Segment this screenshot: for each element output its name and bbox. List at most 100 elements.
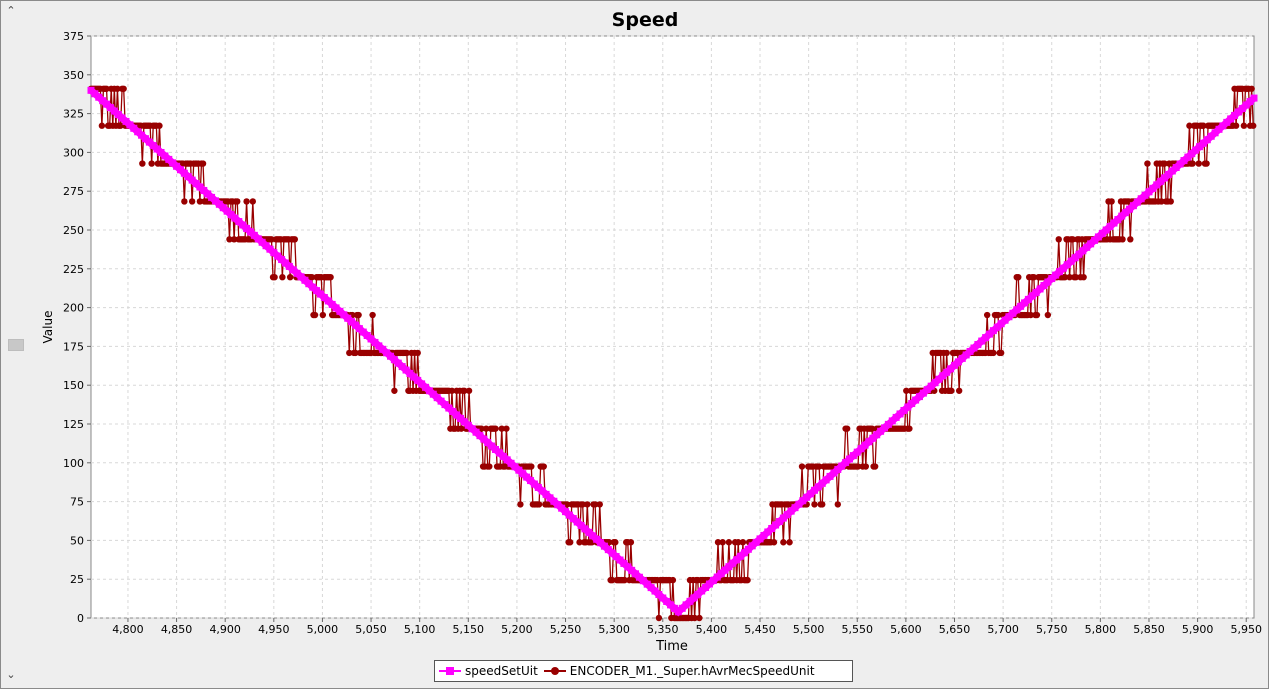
speed-set-point	[880, 424, 888, 432]
speed-set-point	[550, 497, 558, 505]
speed-set-point	[484, 439, 492, 447]
speed-set-point	[316, 290, 324, 298]
speed-set-point	[355, 325, 363, 333]
scrollbar-thumb[interactable]	[8, 339, 24, 351]
speed-set-point	[608, 549, 616, 557]
speed-set-point	[554, 501, 562, 509]
speed-set-point	[974, 341, 982, 349]
speed-set-point	[1203, 136, 1211, 144]
speed-set-point	[900, 406, 908, 414]
encoder-point	[243, 198, 250, 205]
speed-set-point	[359, 328, 367, 336]
encoder-point	[990, 349, 997, 357]
speed-set-point	[1141, 191, 1149, 199]
speed-set-point	[678, 604, 686, 612]
speed-set-point	[1122, 209, 1130, 217]
speed-set-point	[464, 421, 472, 429]
speed-set-point	[530, 480, 538, 488]
encoder-point	[621, 576, 628, 584]
speed-set-point	[803, 493, 811, 501]
speed-set-point	[838, 462, 846, 470]
x-tick-label: 5,450	[744, 623, 776, 636]
encoder-point	[1080, 273, 1087, 281]
encoder-point	[498, 425, 505, 432]
encoder-point	[1030, 273, 1038, 281]
speed-set-point	[915, 393, 923, 401]
speed-set-point	[542, 490, 550, 498]
speed-set-point	[857, 445, 865, 453]
encoder-point	[355, 311, 362, 319]
speed-set-point	[877, 427, 885, 435]
speed-set-point	[180, 169, 188, 177]
legend-item-speedsetuit: speedSetUit	[439, 664, 538, 678]
speed-set-point	[1192, 146, 1200, 154]
x-tick-label: 5,600	[890, 623, 922, 636]
speed-set-point	[986, 330, 994, 338]
speed-set-point	[169, 159, 177, 167]
speed-set-point	[476, 432, 484, 440]
speed-set-point	[873, 431, 881, 439]
speed-set-point	[577, 521, 585, 529]
speed-set-point	[87, 86, 95, 94]
speed-set-point	[1184, 153, 1192, 161]
speed-set-point	[1207, 132, 1215, 140]
speed-set-point	[760, 531, 768, 539]
chevron-up-icon[interactable]: ⌃	[6, 4, 16, 17]
speed-set-point	[717, 570, 725, 578]
speed-set-point	[387, 352, 395, 360]
speed-set-point	[651, 587, 659, 595]
encoder-point	[584, 501, 591, 508]
speed-set-point	[589, 532, 597, 540]
encoder-point	[181, 198, 188, 205]
encoder-point	[268, 236, 275, 243]
speed-set-point	[912, 396, 920, 404]
speed-set-point	[869, 434, 877, 442]
encoder-point	[696, 614, 703, 622]
y-tick-label: 125	[63, 418, 84, 431]
speed-set-point	[733, 556, 741, 564]
speed-set-point	[285, 262, 293, 270]
speed-set-point	[402, 366, 410, 374]
speed-set-point	[740, 549, 748, 557]
speed-set-point	[997, 320, 1005, 328]
speed-set-point	[888, 417, 896, 425]
speed-set-point	[810, 486, 818, 494]
encoder-point	[1108, 198, 1115, 205]
speed-set-point	[768, 524, 776, 532]
encoder-point	[1015, 273, 1022, 281]
encoder-point	[234, 198, 241, 205]
speed-set-point	[130, 124, 138, 132]
x-tick-label: 4,900	[209, 623, 241, 636]
legend-label: ENCODER_M1._Super.hAvrMecSpeedUnit	[569, 664, 815, 678]
speed-set-point	[853, 448, 861, 456]
speed-set-point	[947, 365, 955, 373]
speed-set-point	[993, 323, 1001, 331]
speed-set-point	[892, 413, 900, 421]
speed-set-point	[620, 559, 628, 567]
speed-set-point	[643, 580, 651, 588]
speed-set-point	[670, 604, 678, 612]
encoder-point	[862, 463, 870, 470]
encoder-point	[1200, 122, 1207, 129]
speed-set-point	[791, 504, 799, 512]
encoder-point	[196, 198, 204, 205]
speed-set-point	[1168, 167, 1176, 175]
speed-set-point	[390, 356, 398, 364]
encoder-point	[815, 463, 823, 470]
encoder-point	[1072, 273, 1080, 281]
speed-set-point	[223, 207, 231, 215]
speed-set-point	[705, 580, 713, 588]
speed-set-point	[468, 425, 476, 433]
speed-set-point	[1094, 233, 1102, 241]
speed-set-point	[371, 338, 379, 346]
speed-set-point	[1063, 261, 1071, 269]
speed-set-point	[943, 368, 951, 376]
y-tick-label: 275	[63, 185, 84, 198]
speed-set-point	[219, 204, 227, 212]
speed-set-point	[488, 442, 496, 450]
encoder-point	[1066, 273, 1073, 281]
encoder-point	[567, 539, 574, 546]
chevron-down-icon[interactable]: ⌄	[6, 668, 16, 681]
speed-set-point	[562, 508, 570, 516]
